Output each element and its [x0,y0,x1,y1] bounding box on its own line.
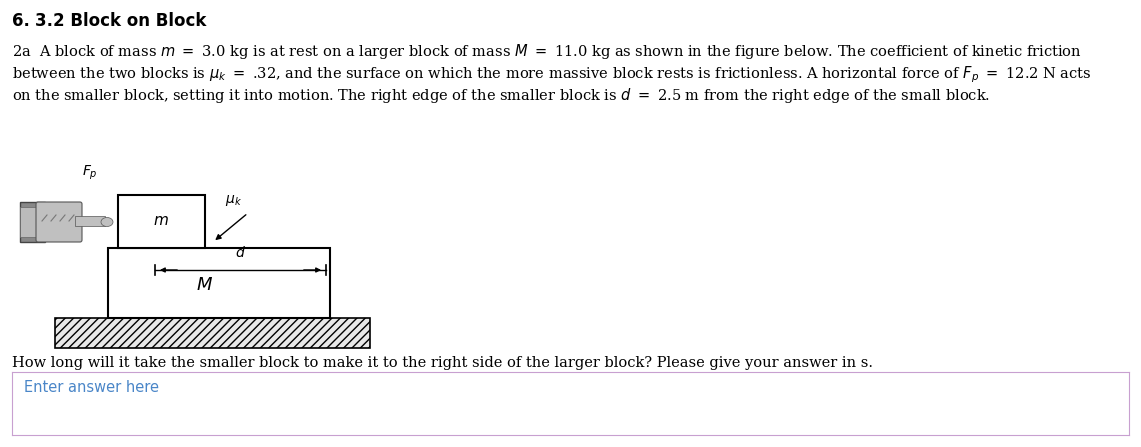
Text: $F_p$: $F_p$ [82,164,98,182]
Bar [21,207,50,237]
Bar [21,202,44,242]
Bar [118,195,205,248]
Text: Enter answer here: Enter answer here [24,380,159,395]
Text: $M$: $M$ [196,276,213,294]
Text: 3.2 Block on Block: 3.2 Block on Block [35,12,207,30]
Bar [108,248,330,318]
Text: $m$: $m$ [153,214,169,228]
Text: How long will it take the smaller block to make it to the right side of the larg: How long will it take the smaller block … [13,356,873,370]
Text: $\mu_k$: $\mu_k$ [225,193,242,207]
Bar [75,216,105,226]
Text: 2a  A block of mass $m$ $=$ 3.0 kg is at rest on a larger block of mass $M$ $=$ : 2a A block of mass $m$ $=$ 3.0 kg is at … [13,42,1082,61]
Bar [55,318,370,348]
Text: between the two blocks is $\mu_k$ $=$ .32, and the surface on which the more mas: between the two blocks is $\mu_k$ $=$ .3… [13,64,1092,84]
Ellipse shape [102,218,113,227]
Text: on the smaller block, setting it into motion. The right edge of the smaller bloc: on the smaller block, setting it into mo… [13,86,990,105]
Text: $d$: $d$ [235,245,246,260]
FancyBboxPatch shape [37,202,82,242]
Text: 6.: 6. [13,12,30,30]
